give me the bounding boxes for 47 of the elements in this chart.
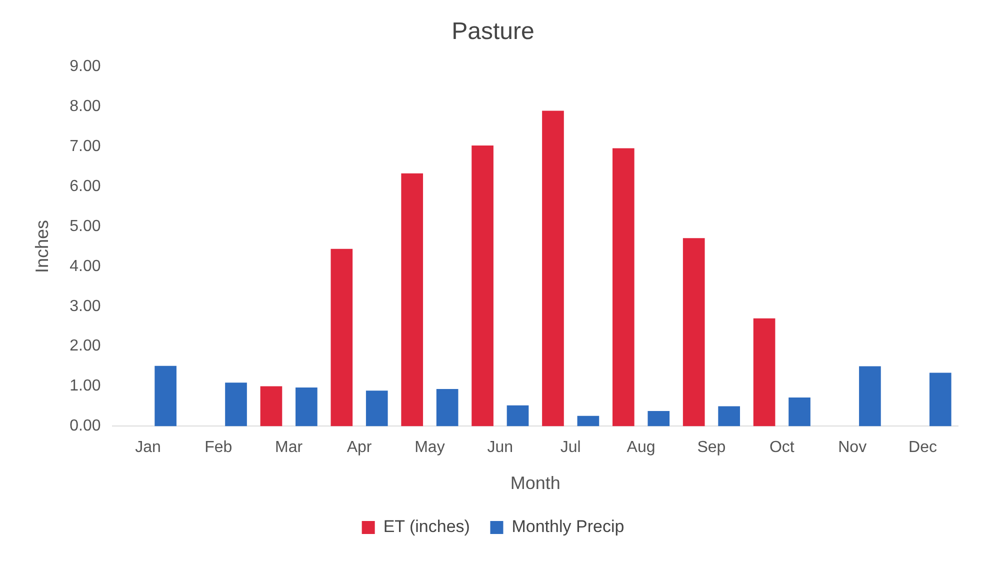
bar xyxy=(436,389,458,426)
bar xyxy=(718,406,740,426)
bar xyxy=(296,387,318,426)
legend-label: Monthly Precip xyxy=(512,517,624,536)
bar xyxy=(753,318,776,426)
y-tick-label: 8.00 xyxy=(70,98,101,116)
bar xyxy=(542,110,564,426)
bar xyxy=(788,397,810,426)
x-tick-label: Oct xyxy=(769,439,795,456)
x-axis-title: Month xyxy=(510,473,560,494)
y-axis-title: Inches xyxy=(32,220,52,274)
y-tick-label: 6.00 xyxy=(70,178,101,196)
x-tick-label: Apr xyxy=(346,439,372,456)
y-tick-label: 3.00 xyxy=(70,298,101,315)
y-tick-label: 4.00 xyxy=(70,258,101,275)
x-tick-label: May xyxy=(414,439,445,456)
bar xyxy=(225,382,247,426)
bar xyxy=(330,248,353,426)
bar xyxy=(929,372,952,426)
bar xyxy=(577,416,600,426)
bar xyxy=(506,405,529,426)
bar xyxy=(612,148,634,426)
x-tick-label: Mar xyxy=(275,439,304,456)
x-tick-label: Sep xyxy=(697,439,726,456)
bar xyxy=(859,366,881,426)
y-tick-label: 0.00 xyxy=(70,418,101,435)
bar xyxy=(648,411,670,426)
bar xyxy=(260,386,282,426)
x-tick-label: Jul xyxy=(560,439,581,456)
bar xyxy=(154,366,176,426)
bar xyxy=(472,145,494,426)
y-tick-label: 2.00 xyxy=(70,338,101,355)
x-tick-label: Feb xyxy=(204,439,232,456)
bar xyxy=(401,173,424,426)
y-tick-label: 9.00 xyxy=(70,58,101,76)
x-tick-label: Jun xyxy=(487,439,514,456)
x-tick-label: Jan xyxy=(135,439,161,456)
chart-title: Pasture xyxy=(452,18,534,46)
legend-label: ET (inches) xyxy=(383,517,470,536)
x-tick-label: Aug xyxy=(626,439,656,456)
bar xyxy=(366,390,388,426)
x-tick-label: Nov xyxy=(838,439,867,456)
y-tick-label: 5.00 xyxy=(70,218,101,235)
y-tick-label: 7.00 xyxy=(70,138,101,156)
y-tick-label: 1.00 xyxy=(70,378,101,395)
bar xyxy=(682,238,705,426)
x-tick-label: Dec xyxy=(908,439,938,456)
